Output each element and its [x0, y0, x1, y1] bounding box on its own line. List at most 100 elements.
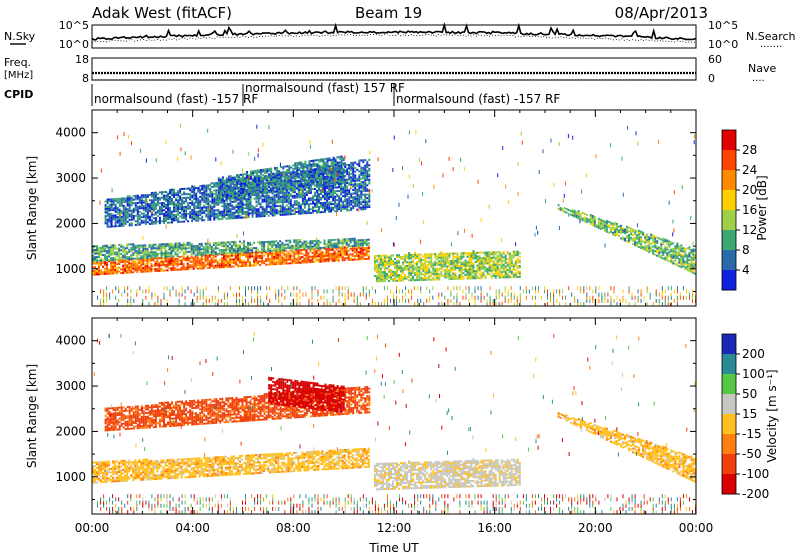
heatmap-cell — [379, 258, 382, 261]
heatmap-cell — [154, 217, 157, 220]
heatmap-cell — [181, 202, 184, 205]
heatmap-cell — [208, 266, 211, 269]
heatmap-cell — [276, 168, 279, 171]
heatmap-cell — [136, 223, 139, 226]
heatmap-cell — [277, 242, 280, 245]
heatmap-cell — [317, 260, 320, 263]
heatmap-cell — [326, 175, 329, 178]
heatmap-cell — [342, 169, 345, 172]
heatmap-cell — [108, 255, 111, 258]
heatmap-cell — [192, 266, 195, 268]
heatmap-cell — [154, 211, 157, 214]
heatmap-cell — [283, 199, 286, 202]
heatmap-cell — [170, 258, 173, 261]
heatmap-cell — [318, 185, 320, 188]
heatmap-cell — [140, 261, 143, 264]
heatmap-cell — [244, 189, 246, 192]
heatmap-cell — [251, 206, 254, 209]
heatmap-cell — [258, 189, 261, 192]
heatmap-cell — [255, 253, 258, 256]
heatmap-cell — [104, 215, 107, 218]
heatmap-cell — [271, 244, 274, 247]
heatmap-cell — [221, 187, 224, 190]
heatmap-cell — [231, 215, 234, 218]
heatmap-cell — [400, 270, 402, 273]
heatmap-cell — [223, 196, 226, 199]
heatmap-cell — [436, 278, 439, 281]
heatmap-cell — [312, 202, 314, 205]
heatmap-cell — [116, 270, 119, 273]
heatmap-cell — [213, 205, 216, 208]
heatmap-cell — [243, 263, 245, 266]
heatmap-cell — [254, 179, 257, 181]
heatmap-cell — [171, 190, 173, 193]
heatmap-cell — [237, 249, 239, 252]
heatmap-cell — [358, 190, 361, 193]
heatmap-cell — [297, 192, 300, 195]
heatmap-cell — [170, 242, 173, 245]
heatmap-cell — [291, 258, 294, 261]
heatmap-cell — [335, 257, 338, 260]
heatmap-cell — [304, 160, 307, 163]
heatmap-cell — [200, 248, 203, 251]
heatmap-cell — [296, 187, 299, 190]
heatmap-cell — [174, 267, 177, 270]
heatmap-cell — [152, 208, 155, 211]
heatmap-cell — [239, 207, 242, 210]
heatmap-cell — [207, 184, 210, 187]
heatmap-cell — [146, 208, 149, 211]
heatmap-cell — [197, 216, 200, 218]
heatmap-cell — [293, 256, 296, 259]
heatmap-cell — [130, 204, 133, 207]
heatmap-cell — [154, 197, 157, 200]
heatmap-cell — [176, 244, 179, 247]
heatmap-cell — [321, 253, 324, 256]
heatmap-cell — [279, 255, 282, 258]
heatmap-cell — [329, 246, 332, 249]
heatmap-cell — [227, 197, 230, 200]
heatmap-cell — [426, 255, 429, 258]
heatmap-cell — [130, 246, 133, 249]
heatmap-cell — [144, 206, 147, 209]
heatmap-cell — [271, 214, 274, 217]
heatmap-cell — [272, 181, 275, 184]
heatmap-cell — [379, 256, 382, 259]
heatmap-cell — [177, 201, 180, 203]
heatmap-cell — [221, 176, 224, 179]
heatmap-cell — [255, 260, 258, 263]
heatmap-cell — [239, 196, 242, 199]
heatmap-cell — [221, 205, 224, 208]
heatmap-cell — [193, 216, 196, 219]
heatmap-cell — [272, 183, 275, 186]
heatmap-cell — [354, 167, 357, 170]
heatmap-cell — [316, 171, 318, 174]
heatmap-cell — [171, 214, 173, 217]
heatmap-cell — [217, 212, 220, 215]
heatmap-cell — [268, 191, 271, 194]
heatmap-cell — [285, 195, 288, 198]
heatmap-cell — [138, 269, 141, 272]
heatmap-cell — [442, 256, 445, 259]
heatmap-cell — [118, 214, 121, 217]
heatmap-cell — [168, 263, 171, 266]
heatmap-cell — [274, 183, 277, 186]
heatmap-cell — [208, 246, 211, 248]
heatmap-cell — [444, 276, 447, 279]
heatmap-cell — [348, 183, 351, 186]
heatmap-cell — [128, 218, 131, 221]
heatmap-cell — [252, 193, 255, 196]
heatmap-cell — [442, 258, 445, 261]
heatmap-cell — [236, 185, 238, 188]
heatmap-cell — [367, 256, 370, 258]
heatmap-cell — [362, 204, 365, 207]
heatmap-cell — [267, 248, 270, 251]
heatmap-cell — [340, 206, 343, 209]
heatmap-cell — [169, 201, 171, 204]
heatmap-cell — [323, 246, 326, 249]
heatmap-cell — [209, 206, 212, 209]
heatmap-cell — [175, 215, 178, 218]
heatmap-cell — [211, 202, 214, 205]
heatmap-cell — [324, 172, 327, 175]
heatmap-cell — [221, 189, 224, 192]
heatmap-cell — [294, 171, 297, 174]
